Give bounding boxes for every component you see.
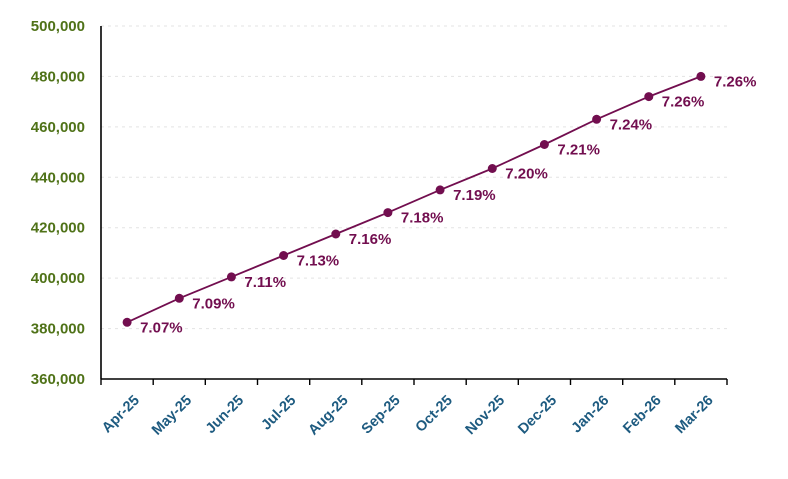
x-tick-label: Nov-25 bbox=[463, 393, 509, 439]
x-tick-label: Jul-25 bbox=[258, 393, 299, 434]
y-tick-label: 420,000 bbox=[31, 220, 85, 237]
x-tick-label: Mar-26 bbox=[672, 393, 716, 437]
data-point-label: 7.18% bbox=[401, 210, 444, 227]
data-point-label: 7.24% bbox=[610, 116, 653, 133]
data-point-marker bbox=[487, 164, 497, 173]
x-tick-label: Jun-25 bbox=[203, 393, 247, 437]
y-tick-label: 380,000 bbox=[31, 321, 85, 338]
data-point-marker bbox=[226, 272, 236, 282]
y-tick-label: 360,000 bbox=[31, 371, 85, 388]
x-tick-label: Oct-25 bbox=[413, 393, 456, 436]
x-tick-label: Aug-25 bbox=[306, 393, 352, 439]
data-point-marker bbox=[174, 293, 184, 303]
data-point-marker bbox=[644, 92, 654, 102]
x-tick-label: Jan-26 bbox=[569, 393, 613, 437]
data-point-label: 7.21% bbox=[557, 142, 600, 159]
data-point-marker bbox=[122, 317, 132, 327]
data-point-label: 7.20% bbox=[505, 166, 548, 183]
data-point-label: 7.16% bbox=[349, 231, 392, 248]
data-point-marker bbox=[331, 229, 341, 239]
y-tick-label: 460,000 bbox=[31, 119, 85, 136]
data-point-label: 7.26% bbox=[662, 94, 705, 111]
x-tick-label: Sep-25 bbox=[359, 393, 404, 438]
data-point-label: 7.07% bbox=[140, 319, 183, 336]
data-point-marker bbox=[435, 185, 445, 195]
y-tick-label: 440,000 bbox=[31, 169, 85, 186]
y-tick-label: 500,000 bbox=[31, 18, 85, 35]
data-point-marker bbox=[696, 71, 706, 81]
y-tick-label: 480,000 bbox=[31, 68, 85, 85]
data-point-marker bbox=[592, 114, 602, 124]
data-point-label: 7.09% bbox=[192, 295, 235, 312]
x-tick-label: May-25 bbox=[149, 393, 195, 439]
y-tick-label: 400,000 bbox=[31, 270, 85, 287]
data-point-label: 7.19% bbox=[453, 187, 496, 204]
data-point-label: 7.13% bbox=[297, 253, 340, 270]
series-line bbox=[126, 75, 702, 324]
data-point-marker bbox=[279, 251, 289, 260]
data-point-marker bbox=[383, 208, 393, 218]
data-point-marker bbox=[539, 140, 549, 149]
x-tick-label: Dec-25 bbox=[515, 393, 560, 438]
data-point-label: 7.26% bbox=[714, 73, 757, 90]
data-point-label: 7.11% bbox=[244, 274, 286, 291]
x-tick-label: Apr-25 bbox=[99, 393, 143, 437]
x-tick-label: Feb-26 bbox=[620, 393, 664, 437]
